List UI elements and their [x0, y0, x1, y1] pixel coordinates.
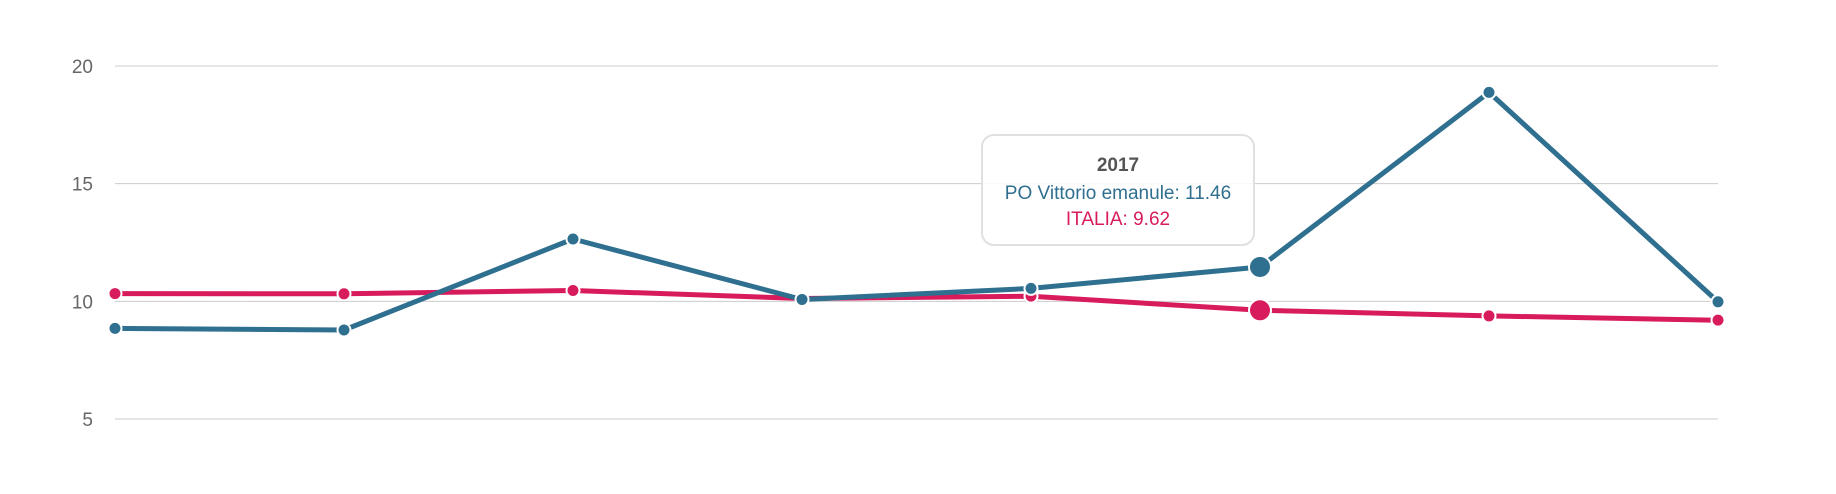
y-tick-label: 10 [72, 292, 93, 313]
grid-layer [115, 65, 1718, 420]
y-tick-label: 15 [72, 175, 93, 196]
data-point[interactable] [336, 286, 352, 302]
data-point[interactable] [107, 320, 123, 336]
data-point[interactable] [565, 231, 581, 247]
series-line [112, 89, 1721, 333]
series-line [112, 288, 1721, 323]
data-point[interactable] [336, 322, 352, 338]
data-point[interactable] [1481, 308, 1497, 324]
data-point[interactable] [1710, 294, 1726, 310]
data-point[interactable] [794, 291, 810, 307]
data-point[interactable] [1710, 312, 1726, 328]
y-tick-label: 20 [72, 57, 93, 78]
tooltip-series-value: ITALIA: 9.62 [1066, 209, 1170, 230]
data-point[interactable] [1248, 254, 1272, 279]
data-point[interactable] [1248, 298, 1272, 323]
series-layer [107, 84, 1726, 338]
tooltip: 2017 PO Vittorio emanule: 11.46 ITALIA: … [981, 134, 1255, 246]
tooltip-title: 2017 [1097, 155, 1139, 176]
tooltip-series-value: PO Vittorio emanule: 11.46 [1005, 183, 1231, 204]
data-point[interactable] [107, 286, 123, 302]
data-point[interactable] [1023, 280, 1039, 296]
y-axis-ticks: 5 10 15 20 [72, 57, 93, 431]
y-tick-label: 5 [82, 410, 93, 431]
tooltip-box [981, 134, 1255, 246]
data-point[interactable] [565, 283, 581, 299]
data-point[interactable] [1481, 84, 1497, 100]
